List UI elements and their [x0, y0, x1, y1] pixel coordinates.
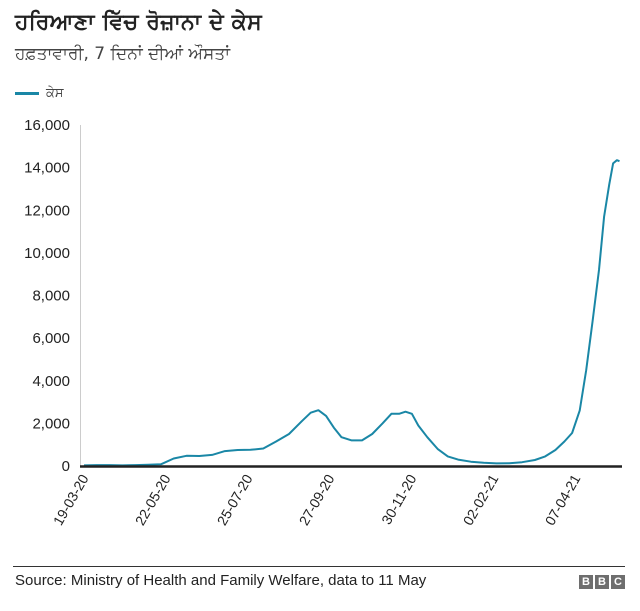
source-note: Source: Ministry of Health and Family We… — [15, 572, 427, 589]
y-axis-ticks: 0 2,000 4,000 6,000 8,000 10,000 12,000 14,000 1… — [24, 117, 70, 475]
legend-line-swatch — [15, 92, 39, 95]
y-tick-label: 0 — [62, 458, 70, 475]
x-tick-label: 25-07-20 — [214, 471, 256, 528]
bbc-logo: B B C — [579, 575, 625, 589]
x-tick-label: 27-09-20 — [296, 471, 338, 528]
chart-title: ਹਰਿਆਣਾ ਵਿੱਚ ਰੋਜ਼ਾਨਾ ਦੇ ਕੇਸ — [15, 10, 262, 35]
x-tick-label: 02-02-21 — [460, 471, 502, 528]
y-tick-label: 14,000 — [24, 160, 70, 177]
y-tick-label: 12,000 — [24, 202, 70, 219]
x-tick-label: 30-11-20 — [378, 471, 419, 527]
y-tick-label: 6,000 — [32, 330, 70, 347]
footer-divider — [13, 566, 625, 567]
chart-subtitle: ਹਫ਼ਤਾਵਾਰੀ, 7 ਦਿਨਾਂ ਦੀਆਂ ਔਸਤਾਂ — [15, 44, 231, 64]
legend-label: ਕੇਸ — [46, 86, 64, 101]
bbc-logo-c: C — [611, 575, 625, 589]
legend: ਕੇਸ — [15, 86, 64, 101]
x-axis-ticks: 19-03-20 22-05-20 25-07-20 27-09-20 30-11-20… — [50, 471, 584, 528]
x-tick-label: 19-03-20 — [50, 471, 92, 528]
y-tick-label: 4,000 — [32, 373, 70, 390]
x-tick-label: 22-05-20 — [132, 471, 174, 528]
bbc-logo-b2: B — [595, 575, 609, 589]
x-tick-label: 07-04-21 — [542, 471, 584, 528]
y-tick-label: 16,000 — [24, 117, 70, 134]
y-tick-label: 8,000 — [32, 288, 70, 305]
y-tick-label: 10,000 — [24, 245, 70, 262]
bbc-logo-b1: B — [579, 575, 593, 589]
y-tick-label: 2,000 — [32, 415, 70, 432]
cases-line — [83, 159, 620, 467]
